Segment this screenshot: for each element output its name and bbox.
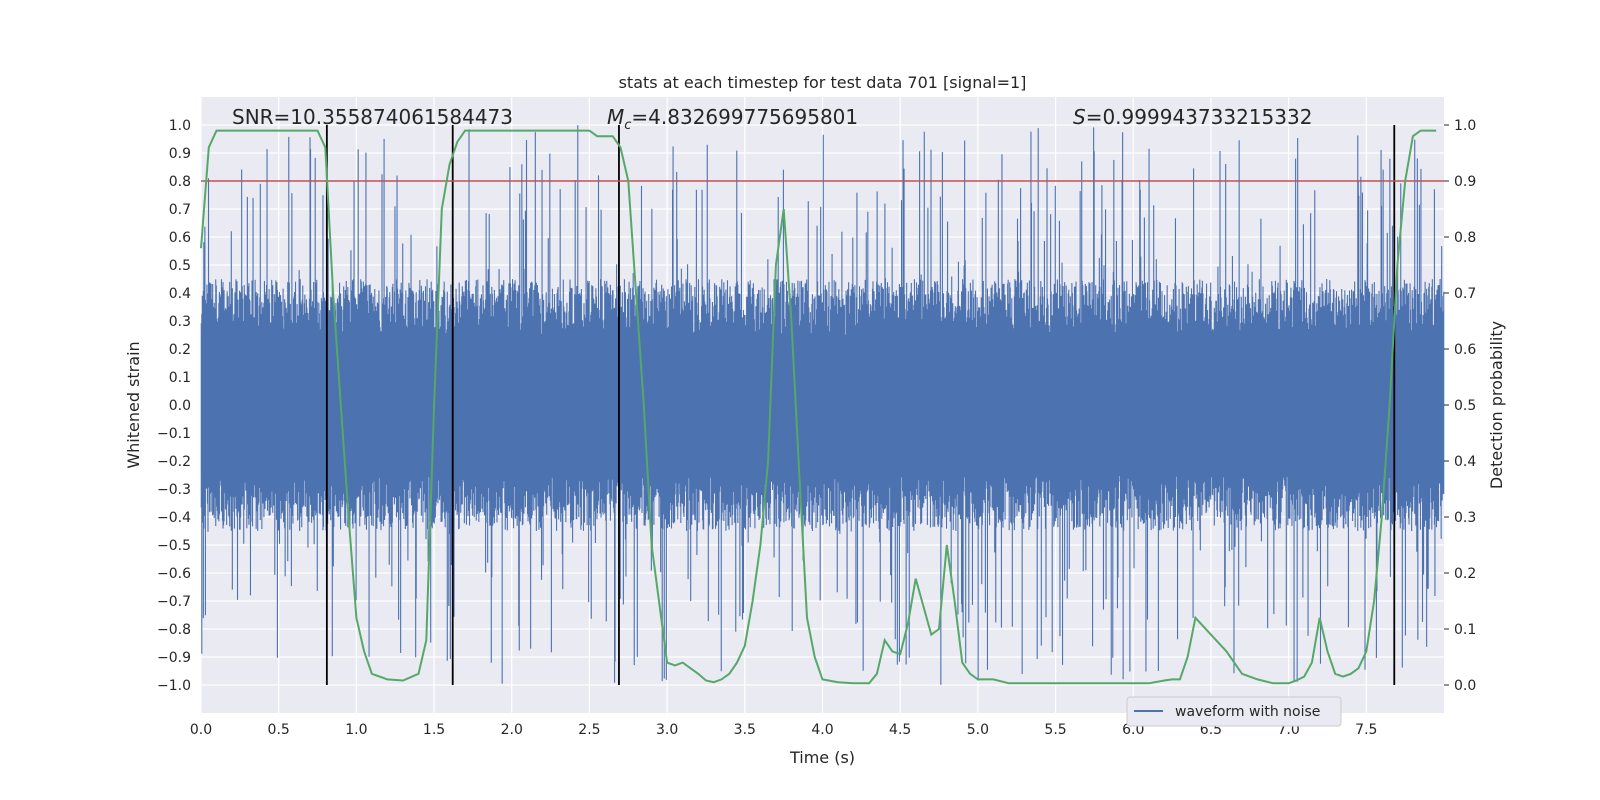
y-right-tick-label: 0.4 [1454, 454, 1476, 470]
x-tick-label: 5.5 [1044, 722, 1066, 738]
y-left-tick-label: −0.4 [157, 510, 191, 526]
y-right-tick-label: 0.7 [1454, 286, 1476, 302]
y-left-tick-label: 0.4 [169, 286, 191, 302]
x-tick-label: 4.5 [889, 722, 911, 738]
y-left-tick-label: −0.8 [157, 622, 191, 638]
y-left-tick-label: 0.1 [169, 370, 191, 386]
legend: waveform with noise [1126, 696, 1342, 727]
y-left-tick-label: −1.0 [157, 678, 191, 694]
x-tick-label: 5.0 [967, 722, 989, 738]
waveform-path [200, 125, 1445, 685]
s-symbol: S [1073, 105, 1086, 129]
y-left-tick-label: −0.9 [157, 650, 191, 666]
s-value: =0.999943733215332 [1086, 105, 1313, 129]
mc-symbol: M [607, 105, 624, 129]
x-tick-label: 7.5 [1355, 722, 1377, 738]
legend-label: waveform with noise [1175, 704, 1320, 720]
x-axis-label: Time (s) [789, 748, 855, 767]
chart-title: stats at each timestep for test data 701… [619, 73, 1027, 92]
chirp-mass-annotation: Mc=4.832699775695801 [607, 105, 858, 133]
mc-value: =4.832699775695801 [631, 105, 858, 129]
y-right-tick-label: 0.1 [1454, 622, 1476, 638]
x-tick-label: 1.0 [345, 722, 367, 738]
y-left-axis-ticks: 1.0 0.9 0.8 0.7 0.6 0.5 0.4 0.3 0.2 0.1 0.0 −0.1 −0.… [157, 118, 191, 694]
y-left-tick-label: 0.7 [169, 202, 191, 218]
y-left-tick-label: −0.3 [157, 482, 191, 498]
y-left-tick-label: 1.0 [169, 118, 191, 134]
y-left-tick-label: 0.6 [169, 230, 191, 246]
y-right-tick-label: 0.9 [1454, 174, 1476, 190]
y-right-tick-label: 0.5 [1454, 398, 1476, 414]
legend-box [1126, 696, 1342, 727]
x-tick-label: 4.0 [811, 722, 833, 738]
y-left-tick-label: 0.3 [169, 314, 191, 330]
x-tick-label: 1.5 [423, 722, 445, 738]
series-waveform-with-noise [200, 125, 1445, 685]
x-tick-label: 2.0 [501, 722, 523, 738]
y-left-tick-label: 0.0 [169, 398, 191, 414]
score-annotation: S=0.999943733215332 [1073, 105, 1312, 129]
vertical-markers [325, 125, 1396, 685]
x-tick-label: 0.0 [190, 722, 212, 738]
y-right-tick-label: 0.3 [1454, 510, 1476, 526]
y-right-axis-ticks: 1.0 0.9 0.8 0.7 0.6 0.5 0.4 0.3 0.2 0.1 0.0 [1444, 118, 1476, 694]
y-left-tick-label: 0.2 [169, 342, 191, 358]
y-left-tick-label: −0.7 [157, 594, 191, 610]
series-detection-probability [200, 129, 1437, 685]
y-left-tick-label: −0.6 [157, 566, 191, 582]
y-right-tick-label: 0.8 [1454, 230, 1476, 246]
y-right-tick-label: 0.0 [1454, 678, 1476, 694]
x-tick-label: 3.5 [734, 722, 756, 738]
y-left-tick-label: 0.8 [169, 174, 191, 190]
y-left-tick-label: 0.9 [169, 146, 191, 162]
x-tick-label: 2.5 [578, 722, 600, 738]
x-tick-label: 0.5 [268, 722, 290, 738]
y-right-tick-label: 0.2 [1454, 566, 1476, 582]
y-left-tick-label: −0.1 [157, 426, 191, 442]
snr-annotation: SNR=10.355874061584473 [232, 105, 513, 129]
x-tick-label: 3.0 [656, 722, 678, 738]
y-left-tick-label: −0.2 [157, 454, 191, 470]
mc-subscript: c [624, 118, 631, 133]
y-right-tick-label: 0.6 [1454, 342, 1476, 358]
y-left-axis-label: Whitened strain [124, 341, 143, 468]
y-right-tick-label: 1.0 [1454, 118, 1476, 134]
y-right-axis-label: Detection probability [1487, 321, 1506, 489]
y-left-tick-label: −0.5 [157, 538, 191, 554]
y-left-tick-label: 0.5 [169, 258, 191, 274]
